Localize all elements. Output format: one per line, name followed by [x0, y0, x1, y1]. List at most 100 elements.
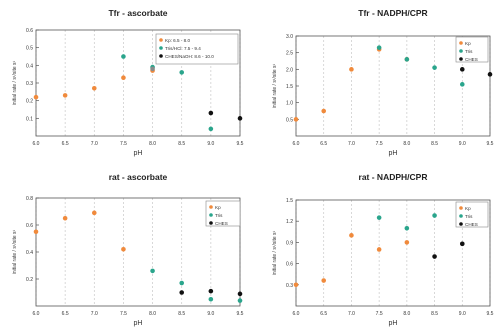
- x-axis-label: pH: [389, 320, 398, 327]
- legend-entry: Kp: [465, 206, 471, 211]
- legend-entry: Tris: [215, 213, 223, 218]
- legend-marker: [459, 49, 463, 53]
- data-point: [208, 110, 214, 116]
- y-tick-label: 1.0: [286, 101, 293, 107]
- legend-entry: Tris/HCl: 7.5 - 9.4: [165, 46, 201, 51]
- data-point: [62, 93, 68, 98]
- y-axis-label: initial rate / s¹/site s¹: [272, 63, 278, 108]
- data-point: [237, 298, 243, 303]
- y-tick-label: 0.1: [26, 116, 33, 122]
- data-point: [459, 67, 465, 72]
- data-point: [208, 126, 214, 132]
- legend-entry: CHES: [215, 221, 228, 226]
- data-point: [150, 66, 155, 72]
- data-point: [321, 108, 327, 114]
- data-point: [376, 215, 382, 220]
- x-tick-label: 9.5: [237, 141, 244, 147]
- y-axis-label: initial rate / s¹/site s¹: [12, 60, 18, 105]
- data-point: [321, 278, 327, 283]
- data-point: [237, 291, 243, 297]
- legend-marker: [459, 222, 463, 226]
- data-point: [349, 67, 354, 72]
- data-point: [208, 288, 214, 294]
- x-tick-label: 7.0: [348, 311, 355, 317]
- data-point: [208, 296, 214, 302]
- chart-tfr-nadph-cpr-svg: Tfr - NADPH/CPR 6.0 6.5 7.0 7.5 8.0 8.5 9.0 9.5 0…: [272, 8, 494, 157]
- x-tick-label: 9.0: [207, 311, 214, 317]
- x-tick-label: 9.5: [237, 311, 244, 317]
- data-point: [121, 54, 126, 59]
- x-tick-label: 8.0: [403, 141, 410, 147]
- y-tick-label: 0.9: [286, 240, 293, 246]
- data-point: [404, 240, 410, 245]
- plot-frame: [295, 199, 491, 307]
- data-point: [459, 241, 465, 247]
- data-point: [404, 57, 410, 62]
- legend-entry: Tris: [465, 49, 473, 54]
- data-point: [432, 65, 437, 70]
- data-point: [179, 290, 185, 295]
- x-tick-label: 6.0: [293, 141, 300, 147]
- chart-rat-nadph-cpr-svg: rat - NADPH/CPR 6.0 6.5 7.0 7.5 8.0 8.5 9.0 9.5 0…: [272, 172, 494, 327]
- x-tick-label: 9.0: [459, 311, 466, 317]
- legend-entry: CHES/NaOH: 8.6 - 10.0: [165, 54, 214, 59]
- chart-rat-ascorbate: rat - ascorbate 6.0 6.5 7.0 7.5 8.0 8.5 9.0 9.5 0…: [0, 164, 248, 334]
- y-tick-label: 2.5: [286, 51, 293, 57]
- legend-entry: Kp: [465, 41, 471, 46]
- y-tick-label: 0.5: [286, 117, 293, 123]
- x-tick-label: 7.0: [91, 141, 98, 147]
- y-tick-label: 1.5: [286, 198, 293, 204]
- x-tick-label: 6.0: [33, 311, 40, 317]
- data-point: [293, 282, 299, 288]
- legend-entry: Kp: 6.5 - 8.0: [165, 38, 190, 43]
- y-tick-label: 0.2: [26, 277, 33, 283]
- y-tick-label: 2.0: [286, 67, 293, 73]
- data-point: [376, 247, 382, 252]
- x-tick-label: 6.5: [62, 311, 69, 317]
- legend-entry: Kp: [215, 205, 221, 210]
- y-tick-label: 0.8: [26, 196, 33, 202]
- chart-tfr-ascorbate: Tfr - ascorbate 6.0 6.5 7.0 7.5 8.0 8.5 9.0 9.5 0…: [0, 0, 248, 169]
- x-tick-label: 8.0: [149, 311, 156, 317]
- chart-title: Tfr - ascorbate: [108, 8, 167, 18]
- x-tick-label: 8.0: [403, 311, 410, 317]
- x-tick-label: 6.0: [293, 311, 300, 317]
- x-axis-label: pH: [134, 320, 143, 327]
- x-tick-label: 6.0: [33, 141, 40, 147]
- data-point: [459, 82, 465, 87]
- legend-marker: [459, 206, 463, 210]
- x-tick-label: 8.0: [149, 141, 156, 147]
- data-point: [179, 70, 185, 75]
- x-tick-label: 6.5: [320, 141, 327, 147]
- data-point: [121, 75, 126, 80]
- chart-title: rat - NADPH/CPR: [359, 172, 428, 182]
- legend-entry: Tris: [465, 214, 473, 219]
- y-tick-label: 0.3: [286, 283, 293, 289]
- x-axis-label: pH: [389, 150, 398, 157]
- data-point: [432, 254, 437, 259]
- y-axis-label: initial rate / s¹/site s¹: [272, 230, 278, 275]
- legend-marker: [459, 57, 463, 61]
- data-point: [404, 225, 410, 231]
- x-tick-label: 9.0: [459, 141, 466, 147]
- x-tick-label: 8.5: [178, 141, 185, 147]
- chart-title: rat - ascorbate: [109, 172, 168, 182]
- x-tick-label: 7.5: [376, 141, 383, 147]
- data-point: [179, 280, 185, 286]
- y-tick-label: 0.3: [26, 81, 33, 87]
- y-tick-label: 0.2: [26, 99, 33, 105]
- x-tick-label: 8.5: [431, 141, 438, 147]
- legend-marker: [459, 214, 463, 218]
- legend-marker: [459, 41, 463, 45]
- data-point: [376, 45, 382, 50]
- x-tick-label: 7.5: [120, 311, 127, 317]
- chart-title: Tfr - NADPH/CPR: [358, 8, 427, 18]
- y-tick-label: 0.5: [26, 46, 33, 52]
- y-tick-label: 0.6: [286, 262, 293, 268]
- x-tick-label: 9.5: [487, 141, 494, 147]
- x-axis-label: pH: [134, 150, 143, 157]
- data-point: [33, 94, 39, 100]
- legend-marker: [159, 46, 163, 50]
- data-point: [293, 117, 299, 122]
- x-tick-label: 7.5: [120, 141, 127, 147]
